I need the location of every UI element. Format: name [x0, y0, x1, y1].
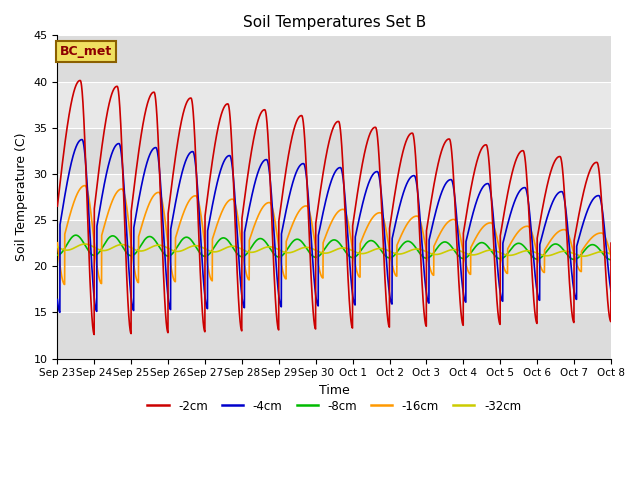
Bar: [58, 174, 611, 220]
Bar: [58, 312, 611, 359]
Bar: [58, 266, 611, 312]
Bar: [58, 128, 611, 174]
Text: BC_met: BC_met: [60, 45, 113, 58]
Y-axis label: Soil Temperature (C): Soil Temperature (C): [15, 132, 28, 261]
X-axis label: Time: Time: [319, 384, 349, 397]
Title: Soil Temperatures Set B: Soil Temperatures Set B: [243, 15, 426, 30]
Bar: [58, 36, 611, 82]
Bar: [58, 220, 611, 266]
Legend: -2cm, -4cm, -8cm, -16cm, -32cm: -2cm, -4cm, -8cm, -16cm, -32cm: [143, 395, 525, 417]
Bar: [58, 82, 611, 128]
